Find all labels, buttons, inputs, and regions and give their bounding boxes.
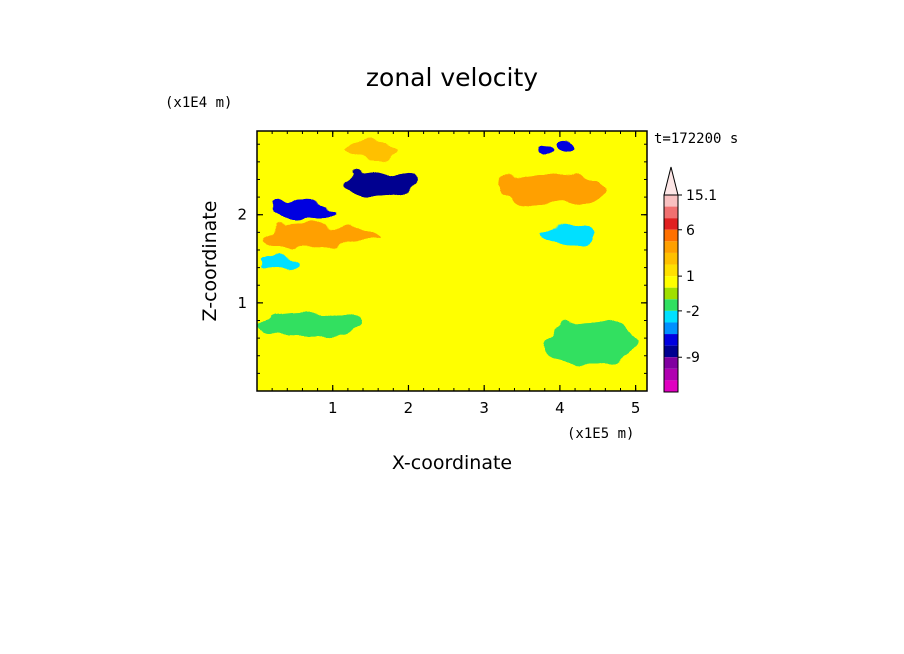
colorbar: 15.1 6 1 -2 -9 (663, 166, 717, 393)
x-tick-label: 4 (555, 399, 565, 417)
field-feature-7 (260, 257, 299, 270)
field-feature-2 (535, 141, 554, 160)
colorbar-swatch (664, 264, 678, 277)
field-feature-0 (344, 171, 413, 197)
colorbar-frame (663, 194, 679, 393)
colorbar-swatch (664, 218, 678, 230)
colorbar-swatch (664, 368, 678, 381)
time-label: t=172200 s (654, 131, 738, 147)
x-tick-label: 5 (631, 399, 641, 417)
field-feature-8 (540, 225, 594, 243)
y-axis-label: Z-coordinate (199, 201, 221, 322)
field-feature-4 (260, 226, 382, 248)
field-feature-3 (558, 138, 577, 154)
field-feature-1 (272, 199, 341, 221)
colorbar-swatch (664, 287, 678, 300)
colorbar-swatch (664, 357, 678, 369)
x-axis: 1 2 3 4 5 (271, 131, 641, 417)
colorbar-label: 1 (686, 269, 695, 285)
y-tick-label: 2 (237, 206, 247, 224)
x-scale-label: (x1E5 m) (567, 426, 634, 442)
x-tick-label: 3 (479, 399, 489, 417)
plot-frame (256, 130, 648, 392)
colorbar-label: -9 (686, 350, 700, 366)
x-axis-label: X-coordinate (392, 452, 512, 474)
colorbar-swatch (664, 252, 678, 265)
colorbar-swatch (664, 299, 678, 311)
colorbar-swatch (664, 195, 678, 207)
colorbar-swatch (664, 310, 678, 323)
colorbar-swatch (664, 276, 678, 288)
contour-field (257, 131, 647, 391)
colorbar-swatch (664, 334, 678, 346)
colorbar-swatch (664, 345, 678, 358)
colorbar-swatch (664, 206, 678, 219)
field-feature-6 (344, 142, 398, 161)
y-axis: 12 (237, 143, 647, 374)
x-tick-label: 1 (328, 399, 338, 417)
colorbar-swatch (664, 380, 678, 392)
field-feature-10 (544, 320, 636, 365)
field-feature-5 (499, 174, 606, 206)
colorbar-label: 6 (686, 223, 695, 239)
colorbar-label: 15.1 (686, 188, 717, 204)
y-scale-label: (x1E4 m) (165, 95, 232, 111)
y-tick-label: 1 (237, 294, 247, 312)
field-feature-9 (257, 311, 364, 339)
x-tick-label: 2 (404, 399, 414, 417)
chart-title: zonal velocity (366, 63, 538, 92)
colorbar-label: -2 (686, 304, 700, 320)
colorbar-swatch (664, 241, 678, 253)
colorbar-swatch (664, 229, 678, 242)
colorbar-swatch (664, 322, 678, 335)
colorbar-overflow-arrow (663, 166, 679, 196)
